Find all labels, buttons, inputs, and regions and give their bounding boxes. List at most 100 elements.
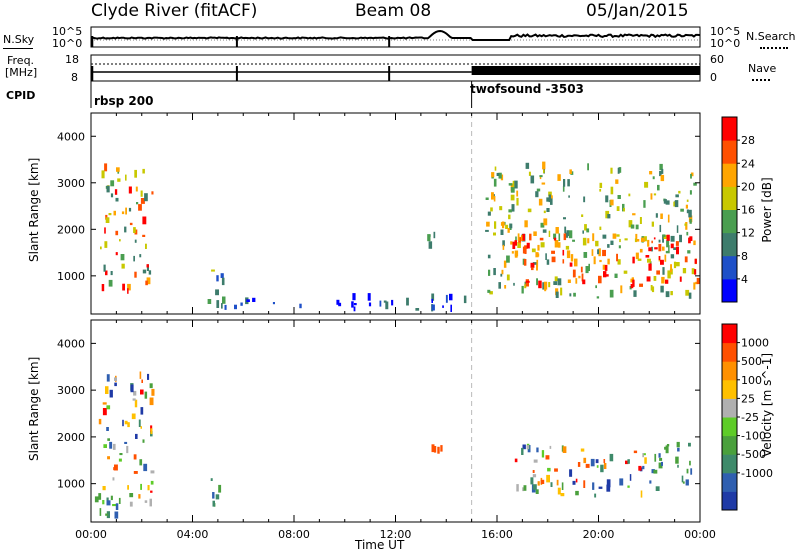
power-echo-cell [215, 289, 219, 296]
velocity-echo-cell [142, 439, 145, 443]
power-echo-cell [140, 190, 143, 197]
power-echo-cell [546, 197, 550, 202]
power-echo-cell [110, 180, 115, 187]
power-echo-cell [487, 254, 491, 259]
power-echo-cell [634, 238, 638, 243]
power-echo-cell [148, 270, 152, 275]
freq-label-top: Freq. [7, 54, 35, 67]
velocity-echo-cell [138, 419, 141, 427]
power-echo-cell [617, 259, 621, 265]
power-echo-cell [618, 167, 622, 173]
power-echo-cell [595, 285, 597, 289]
power-echo-cell [146, 264, 149, 271]
power-echo-cell [598, 248, 601, 257]
velocity-echo-cell [218, 484, 222, 493]
power-echo-cell [115, 230, 119, 236]
power-echo-cell [115, 252, 118, 256]
freq-tick-top: 18 [65, 53, 79, 66]
power-echo-cell [662, 234, 666, 237]
power-echo-cell [565, 245, 570, 250]
velocity-echo-cell [147, 373, 150, 380]
power-echo-cell [564, 226, 567, 233]
power-echo-cell [609, 289, 614, 298]
nsky-label: N.Sky [3, 33, 35, 46]
velocity-echo-cell [603, 463, 607, 469]
velocity-echo-cell [575, 478, 578, 483]
power-echo-cell [653, 193, 657, 196]
velocity-echo-cell [433, 446, 437, 453]
power-echo-cell [100, 246, 102, 250]
velocity-echo-cell [102, 486, 106, 491]
velocity-echo-cell [107, 456, 110, 460]
power-echo-cell [139, 254, 142, 258]
power-echo-cell [688, 292, 692, 299]
velocity-colorbar-swatch [722, 417, 737, 437]
velocity-echo-cell [545, 455, 550, 460]
cpid-label: CPID [6, 89, 36, 102]
velocity-ytick-label: 2000 [57, 431, 85, 444]
power-echo-cell [113, 210, 116, 216]
freq-tick-bottom: 8 [71, 71, 78, 84]
power-echo-cell [686, 231, 689, 236]
power-echo-cell [431, 298, 433, 303]
power-echo-cell [603, 271, 607, 278]
velocity-echo-cell [642, 465, 645, 470]
velocity-echo-cell [686, 468, 689, 474]
velocity-echo-cell [530, 477, 534, 485]
velocity-echo-cell [522, 444, 526, 450]
velocity-echo-cell [109, 389, 113, 398]
velocity-echo-cell [677, 464, 679, 468]
velocity-echo-cell [114, 382, 117, 387]
velocity-echo-cell [595, 459, 599, 464]
velocity-echo-cell [585, 463, 590, 468]
power-echo-cell [580, 266, 583, 273]
power-echo-cell [614, 273, 618, 278]
power-echo-cell [694, 258, 697, 264]
power-echo-cell [632, 256, 635, 264]
power-echo-cell [489, 291, 493, 295]
power-echo-cell [693, 240, 696, 246]
velocity-echo-cell [139, 371, 142, 379]
power-echo-cell [623, 270, 628, 274]
power-echo-cell [220, 273, 224, 278]
power-echo-cell [554, 276, 558, 282]
velocity-echo-cell [124, 420, 128, 425]
power-echo-cell [551, 250, 555, 254]
velocity-echo-cell [554, 468, 558, 472]
power-echo-cell [221, 303, 223, 309]
power-echo-cell [572, 239, 575, 242]
power-echo-cell [500, 229, 504, 235]
velocity-echo-cell [677, 447, 680, 452]
power-echo-cell [639, 283, 643, 287]
power-echo-cell [151, 191, 154, 195]
velocity-echo-cell [102, 408, 107, 416]
power-echo-cell [493, 178, 497, 187]
power-echo-cell [272, 302, 275, 305]
power-echo-cell [587, 163, 589, 171]
power-echo-cell [500, 273, 503, 277]
power-echo-cell [689, 190, 692, 195]
power-echo-cell [108, 279, 113, 287]
power-echo-cell [572, 269, 576, 278]
power-echo-cell [694, 269, 697, 275]
power-colorbar-swatch [722, 117, 737, 141]
velocity-echo-cell [102, 500, 105, 505]
velocity-echo-cell [644, 457, 647, 464]
power-echo-cell [508, 183, 513, 186]
power-echo-cell [142, 269, 147, 274]
velocity-echo-cell [133, 471, 138, 474]
velocity-echo-cell [437, 446, 440, 454]
power-echo-cell [686, 199, 689, 202]
power-echo-cell [564, 232, 569, 238]
power-echo-cell [108, 213, 112, 216]
power-echo-cell [688, 215, 693, 223]
power-echo-cell [133, 255, 135, 262]
velocity-echo-cell [627, 485, 630, 488]
power-echo-cell [121, 211, 125, 215]
power-echo-cell [567, 279, 571, 283]
power-echo-cell [525, 279, 529, 287]
power-echo-cell [616, 253, 618, 262]
power-echo-cell [516, 197, 519, 206]
power-echo-cell [569, 293, 572, 297]
